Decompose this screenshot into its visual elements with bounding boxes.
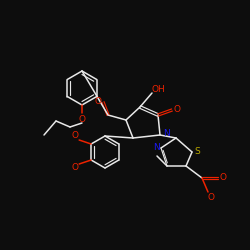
Text: S: S [194, 148, 200, 156]
Text: O: O [208, 194, 214, 202]
Text: O: O [72, 132, 79, 140]
Text: N: N [152, 144, 160, 152]
Text: N: N [162, 130, 170, 138]
Text: O: O [72, 164, 79, 172]
Text: O: O [94, 96, 102, 106]
Text: O: O [220, 174, 226, 182]
Text: O: O [78, 114, 86, 124]
Text: OH: OH [151, 84, 165, 94]
Text: O: O [174, 104, 180, 114]
